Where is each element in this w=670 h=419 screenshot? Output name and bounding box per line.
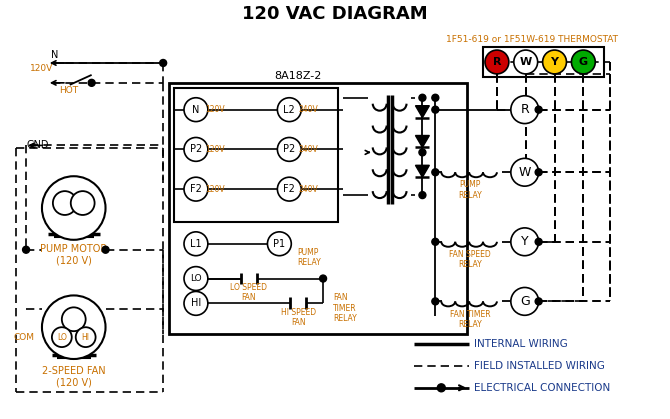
Circle shape <box>52 327 72 347</box>
Text: 120V: 120V <box>205 185 224 194</box>
Polygon shape <box>415 106 429 118</box>
Text: 120V: 120V <box>205 105 224 114</box>
Circle shape <box>88 79 95 86</box>
Circle shape <box>511 158 539 186</box>
Circle shape <box>511 228 539 256</box>
Circle shape <box>432 298 439 305</box>
Text: FAN SPEED
RELAY: FAN SPEED RELAY <box>449 250 491 269</box>
Circle shape <box>102 246 109 253</box>
Circle shape <box>511 287 539 315</box>
Text: LO SPEED
FAN: LO SPEED FAN <box>230 283 267 302</box>
Polygon shape <box>415 165 429 177</box>
Text: 120 VAC DIAGRAM: 120 VAC DIAGRAM <box>242 5 428 23</box>
Circle shape <box>277 98 302 122</box>
Text: COM: COM <box>13 333 35 341</box>
Text: R: R <box>492 57 501 67</box>
Text: F2: F2 <box>190 184 202 194</box>
Text: FIELD INSTALLED WIRING: FIELD INSTALLED WIRING <box>474 361 605 371</box>
Bar <box>483 47 604 77</box>
Text: 240V: 240V <box>298 105 318 114</box>
Circle shape <box>419 191 426 199</box>
Circle shape <box>511 96 539 124</box>
Text: G: G <box>579 57 588 67</box>
Text: LO: LO <box>57 333 67 341</box>
Circle shape <box>277 137 302 161</box>
Circle shape <box>62 308 86 331</box>
Text: FAN TIMER
RELAY: FAN TIMER RELAY <box>450 310 490 329</box>
Text: ELECTRICAL CONNECTION: ELECTRICAL CONNECTION <box>474 383 610 393</box>
Circle shape <box>535 298 542 305</box>
Text: 240V: 240V <box>298 145 318 154</box>
Text: LO: LO <box>190 274 202 283</box>
Text: PUMP MOTOR
(120 V): PUMP MOTOR (120 V) <box>40 244 107 266</box>
Circle shape <box>267 232 291 256</box>
Text: 1F51-619 or 1F51W-619 THERMOSTAT: 1F51-619 or 1F51W-619 THERMOSTAT <box>446 35 618 44</box>
Text: R: R <box>521 103 529 116</box>
Circle shape <box>320 275 326 282</box>
Circle shape <box>438 384 446 392</box>
Text: N: N <box>192 105 200 115</box>
Text: Y: Y <box>521 235 529 248</box>
Circle shape <box>184 232 208 256</box>
Circle shape <box>184 98 208 122</box>
Circle shape <box>23 246 29 253</box>
Text: 2-SPEED FAN
(120 V): 2-SPEED FAN (120 V) <box>42 366 106 388</box>
Text: P2: P2 <box>190 145 202 154</box>
Text: G: G <box>520 295 529 308</box>
Circle shape <box>184 266 208 290</box>
Circle shape <box>485 50 509 74</box>
Text: PUMP
RELAY: PUMP RELAY <box>297 248 321 267</box>
Text: F2: F2 <box>283 184 295 194</box>
Text: HOT: HOT <box>59 86 78 95</box>
Circle shape <box>42 295 106 359</box>
Text: 8A18Z-2: 8A18Z-2 <box>275 71 322 81</box>
Text: 240V: 240V <box>298 185 318 194</box>
Text: 120V: 120V <box>30 65 54 73</box>
Circle shape <box>184 177 208 201</box>
Text: W: W <box>520 57 532 67</box>
Circle shape <box>514 50 537 74</box>
Circle shape <box>543 50 566 74</box>
Circle shape <box>432 169 439 176</box>
Text: HI: HI <box>191 298 201 308</box>
Text: P1: P1 <box>273 239 285 249</box>
Text: L2: L2 <box>283 105 295 115</box>
Circle shape <box>71 191 94 215</box>
Text: 120V: 120V <box>205 145 224 154</box>
Circle shape <box>432 238 439 245</box>
Circle shape <box>53 191 77 215</box>
Text: Y: Y <box>551 57 559 67</box>
Text: HI SPEED
FAN: HI SPEED FAN <box>281 308 316 327</box>
Text: PUMP
RELAY: PUMP RELAY <box>458 181 482 200</box>
Text: N: N <box>51 50 58 60</box>
Circle shape <box>419 149 426 156</box>
Polygon shape <box>415 135 429 147</box>
Text: INTERNAL WIRING: INTERNAL WIRING <box>474 339 567 349</box>
Circle shape <box>432 94 439 101</box>
Circle shape <box>535 238 542 245</box>
Text: HI: HI <box>82 333 90 341</box>
Text: L1: L1 <box>190 239 202 249</box>
Circle shape <box>76 327 96 347</box>
Circle shape <box>42 176 106 240</box>
Circle shape <box>432 106 439 113</box>
Circle shape <box>184 292 208 315</box>
Circle shape <box>572 50 595 74</box>
Bar <box>169 83 467 334</box>
Circle shape <box>159 59 167 67</box>
Text: FAN
TIMER
RELAY: FAN TIMER RELAY <box>333 293 356 323</box>
Text: W: W <box>519 166 531 179</box>
Circle shape <box>419 94 426 101</box>
Bar <box>174 88 338 222</box>
Circle shape <box>277 177 302 201</box>
Circle shape <box>535 106 542 113</box>
Circle shape <box>184 137 208 161</box>
Text: P2: P2 <box>283 145 295 154</box>
Text: GND: GND <box>26 140 48 150</box>
Circle shape <box>535 169 542 176</box>
